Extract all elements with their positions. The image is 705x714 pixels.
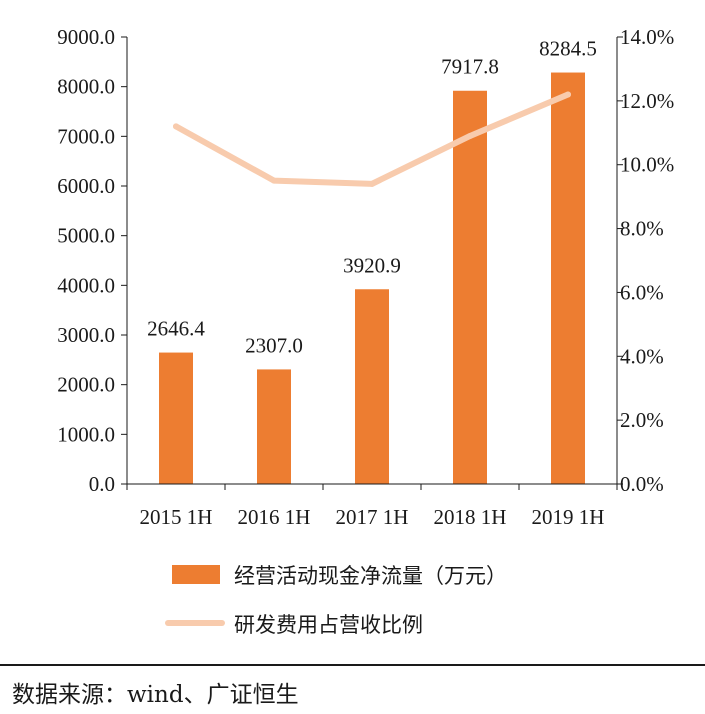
legend: 经营活动现金净流量（万元） 研发费用占营收比例 [165, 564, 507, 637]
legend-line-label: 研发费用占营收比例 [234, 613, 423, 637]
left-tick-label: 1000.0 [57, 422, 115, 446]
bar [257, 369, 291, 484]
bar-data-label: 2307.0 [245, 333, 303, 357]
bar-data-label: 8284.5 [539, 37, 597, 61]
left-tick-label: 7000.0 [57, 124, 115, 148]
left-tick-label: 2000.0 [57, 373, 115, 397]
bar-data-label: 7917.8 [441, 55, 499, 79]
x-tick-label: 2019 1H [532, 505, 605, 529]
right-tick-label: 14.0% [620, 25, 674, 49]
right-tick-label: 12.0% [620, 89, 674, 113]
left-tick-label: 0.0 [89, 472, 115, 496]
x-tick-label: 2018 1H [434, 505, 507, 529]
bar [355, 289, 389, 484]
x-axis-ticks: 2015 1H 2016 1H 2017 1H 2018 1H 2019 1H [126, 484, 618, 529]
x-tick-label: 2017 1H [336, 505, 409, 529]
left-tick-label: 4000.0 [57, 273, 115, 297]
line-point [369, 180, 375, 187]
left-tick-label: 8000.0 [57, 75, 115, 99]
legend-bar-label: 经营活动现金净流量（万元） [234, 564, 507, 588]
left-tick-label: 9000.0 [57, 25, 115, 49]
line-point [565, 91, 571, 98]
x-tick-label: 2015 1H [140, 505, 213, 529]
right-axis-ticks: 0.0% 2.0% 4.0% 6.0% 8.0% 10.0% 12.0% 14.0% [617, 25, 674, 496]
right-tick-label: 0.0% [620, 472, 664, 496]
line-path [173, 91, 571, 187]
left-tick-label: 5000.0 [57, 224, 115, 248]
line-series [173, 91, 571, 187]
right-tick-label: 10.0% [620, 153, 674, 177]
chart: 0.0 1000.0 2000.0 3000.0 4000.0 5000.0 6000.0 7… [57, 25, 674, 637]
source-note: 数据来源：wind、广证恒生 [12, 682, 299, 708]
legend-bar-swatch [172, 565, 220, 584]
right-tick-label: 8.0% [620, 217, 664, 241]
left-tick-label: 3000.0 [57, 323, 115, 347]
right-tick-label: 4.0% [620, 344, 664, 368]
bar-data-labels: 2646.4 2307.0 3920.9 7917.8 8284.5 [147, 37, 597, 358]
line-point [467, 132, 473, 139]
x-tick-label: 2016 1H [238, 505, 311, 529]
right-tick-label: 2.0% [620, 408, 664, 432]
bar-series [159, 72, 585, 484]
bar [551, 72, 585, 484]
right-tick-label: 6.0% [620, 280, 664, 304]
line-point [173, 123, 179, 130]
axes [126, 37, 618, 485]
bar-data-label: 2646.4 [147, 317, 205, 341]
left-tick-label: 6000.0 [57, 174, 115, 198]
left-axis-ticks: 0.0 1000.0 2000.0 3000.0 4000.0 5000.0 6000.0 7… [57, 25, 127, 496]
line-point [271, 177, 277, 184]
source-divider [0, 664, 705, 666]
bar [453, 90, 487, 484]
bar [159, 352, 193, 484]
bar-data-label: 3920.9 [343, 253, 401, 277]
